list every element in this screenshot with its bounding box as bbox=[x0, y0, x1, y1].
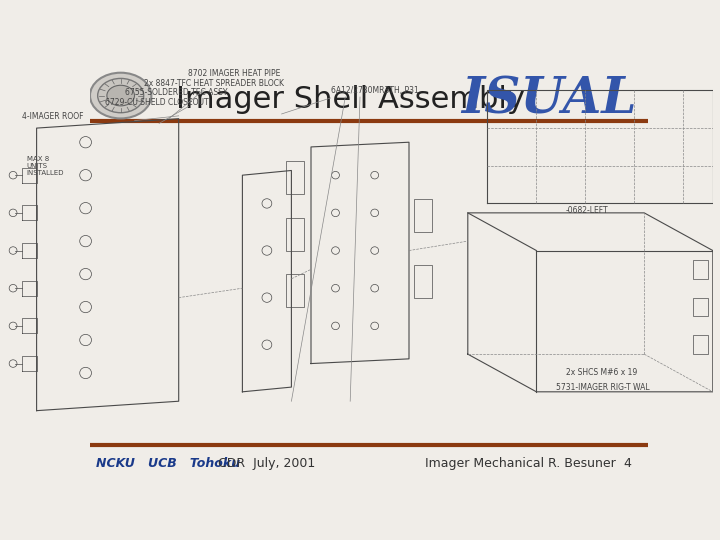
Circle shape bbox=[90, 73, 151, 118]
Text: Imager Mechanical: Imager Mechanical bbox=[425, 457, 544, 470]
Text: Imager Shell Assembly: Imager Shell Assembly bbox=[176, 85, 526, 114]
Bar bbox=[287, 218, 304, 251]
Text: 2x 8847-TFC HEAT SPREADER BLOCK: 2x 8847-TFC HEAT SPREADER BLOCK bbox=[145, 79, 284, 87]
FancyBboxPatch shape bbox=[90, 65, 648, 121]
Text: 4: 4 bbox=[624, 457, 631, 470]
Circle shape bbox=[98, 78, 144, 113]
Text: 4-IMAGER ROOF: 4-IMAGER ROOF bbox=[22, 112, 84, 120]
Bar bbox=[693, 298, 708, 316]
FancyBboxPatch shape bbox=[90, 446, 648, 481]
Text: -0682-LEFT: -0682-LEFT bbox=[566, 206, 608, 215]
Text: NCKU   UCB   Tohoku: NCKU UCB Tohoku bbox=[96, 457, 240, 470]
Text: 8702 IMAGER HEAT PIPE: 8702 IMAGER HEAT PIPE bbox=[189, 69, 281, 78]
Bar bbox=[287, 161, 304, 194]
Text: 6729-CU SHELD CLOSEOUT: 6729-CU SHELD CLOSEOUT bbox=[105, 98, 209, 106]
Text: MAX 8
UNITS
INSTALLED: MAX 8 UNITS INSTALLED bbox=[27, 156, 64, 176]
Bar bbox=[414, 265, 431, 298]
Text: ISUAL: ISUAL bbox=[462, 75, 637, 124]
Text: R. Besuner: R. Besuner bbox=[547, 457, 616, 470]
Circle shape bbox=[107, 85, 135, 106]
Bar bbox=[414, 199, 431, 232]
Bar bbox=[693, 260, 708, 279]
Bar bbox=[693, 335, 708, 354]
Text: 6755-SOLDERED TEC ASSY: 6755-SOLDERED TEC ASSY bbox=[125, 88, 228, 97]
Text: 5731-IMAGER RIG-T WAL: 5731-IMAGER RIG-T WAL bbox=[556, 383, 649, 392]
Text: 2x SHCS M#6 x 19: 2x SHCS M#6 x 19 bbox=[566, 368, 637, 377]
Text: 6A12/2780MR3TH, P31: 6A12/2780MR3TH, P31 bbox=[330, 86, 418, 95]
Bar bbox=[287, 274, 304, 307]
Text: CDR  July, 2001: CDR July, 2001 bbox=[218, 457, 315, 470]
